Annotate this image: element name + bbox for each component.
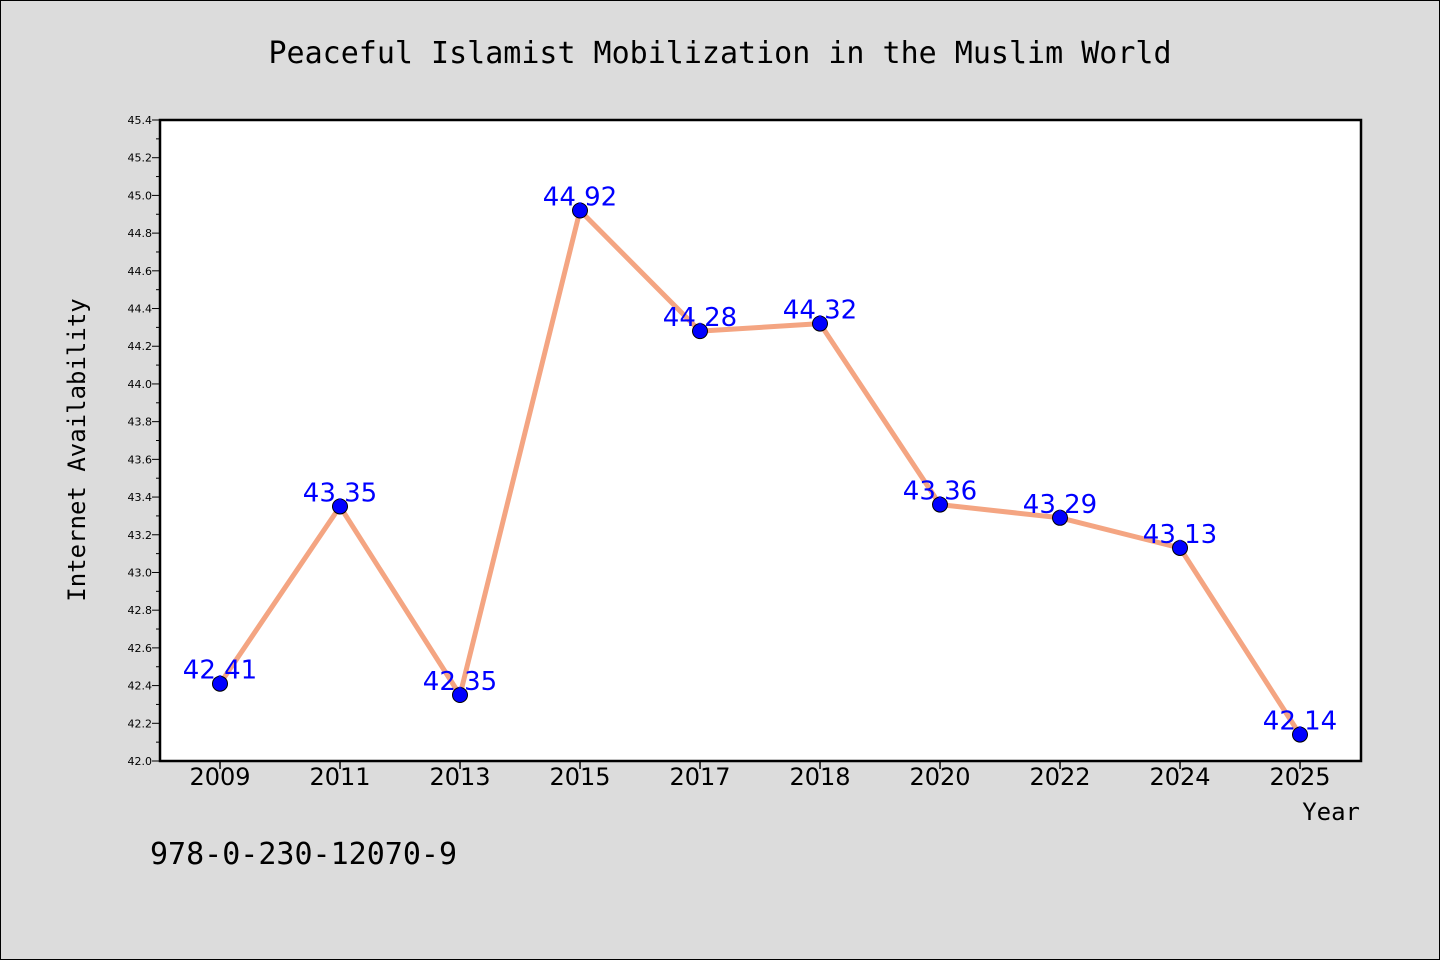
data-label: 44.32 bbox=[783, 296, 857, 326]
x-tick-label: 2013 bbox=[429, 763, 490, 791]
y-tick-label: 42.8 bbox=[128, 604, 153, 617]
data-labels-group: 42.41 43.35 42.35 44.92 44.28 44.32 43.36 43.29… bbox=[183, 182, 1337, 736]
y-tick-label: 44.0 bbox=[128, 378, 153, 391]
y-tick-label: 43.2 bbox=[128, 529, 153, 542]
data-label: 43.35 bbox=[303, 478, 377, 508]
data-label: 44.28 bbox=[663, 303, 737, 333]
y-tick-label: 45.2 bbox=[128, 152, 153, 165]
data-point-marker bbox=[812, 315, 828, 332]
x-tick-label: 2017 bbox=[669, 763, 730, 791]
chart-title: Peaceful Islamist Mobilization in the Mu… bbox=[268, 36, 1171, 71]
y-tick-label: 44.2 bbox=[128, 340, 153, 353]
y-tick-label: 45.0 bbox=[128, 189, 153, 202]
data-label: 42.35 bbox=[423, 667, 497, 697]
data-label: 44.92 bbox=[543, 182, 617, 212]
x-tick-label: 2025 bbox=[1269, 763, 1330, 791]
data-point-marker bbox=[212, 675, 228, 692]
y-tick-label: 44.8 bbox=[128, 227, 153, 240]
y-tick-label: 43.0 bbox=[128, 566, 153, 579]
x-tick-label: 2022 bbox=[1029, 763, 1090, 791]
data-point-marker bbox=[692, 323, 708, 340]
y-axis-label: Internet Availability bbox=[63, 298, 91, 601]
x-tick-label: 2009 bbox=[189, 763, 250, 791]
y-tick-label: 44.6 bbox=[128, 265, 153, 278]
x-tick-label: 2011 bbox=[309, 763, 370, 791]
data-point-marker bbox=[452, 687, 468, 704]
x-tick-label: 2018 bbox=[789, 763, 850, 791]
series-line-group bbox=[217, 207, 1303, 738]
x-tick-label: 2020 bbox=[909, 763, 970, 791]
data-point-marker bbox=[572, 202, 588, 219]
y-tick-label: 42.6 bbox=[128, 642, 153, 655]
y-tick-label: 42.4 bbox=[128, 680, 153, 693]
y-tick-label: 43.6 bbox=[128, 453, 153, 466]
x-tick-label: 2015 bbox=[549, 763, 610, 791]
data-label: 43.29 bbox=[1023, 490, 1097, 520]
y-tick-label: 43.4 bbox=[128, 491, 153, 504]
y-tick-label: 45.4 bbox=[128, 114, 153, 127]
isbn-text: 978-0-230-12070-9 bbox=[150, 837, 457, 872]
x-tick-label: 2024 bbox=[1149, 763, 1210, 791]
data-point-marker bbox=[1172, 539, 1188, 556]
x-axis: 2009 2011 2013 2015 2017 2018 2020 2022 2024 2025 bbox=[189, 761, 1331, 791]
markers-group bbox=[212, 202, 1308, 743]
data-point-marker bbox=[332, 498, 348, 515]
data-point-marker bbox=[1292, 726, 1308, 743]
data-label: 43.13 bbox=[1143, 520, 1217, 550]
data-point-marker bbox=[1052, 509, 1068, 526]
y-axis: 42.0 42.2 42.4 42.6 42.8 43.0 43.2 43.4 43.6 43.8… bbox=[128, 114, 160, 768]
data-point-marker bbox=[932, 496, 948, 513]
y-tick-label: 43.8 bbox=[128, 416, 153, 429]
y-tick-label: 42.0 bbox=[128, 755, 153, 768]
x-axis-label: Year bbox=[1302, 798, 1360, 826]
data-label: 42.41 bbox=[183, 656, 257, 686]
series-line bbox=[217, 207, 1303, 738]
y-tick-label: 42.2 bbox=[128, 717, 153, 730]
data-label: 42.14 bbox=[1263, 707, 1337, 737]
plot-area bbox=[158, 118, 1363, 763]
data-label: 43.36 bbox=[903, 477, 977, 507]
y-tick-label: 44.4 bbox=[128, 303, 153, 316]
